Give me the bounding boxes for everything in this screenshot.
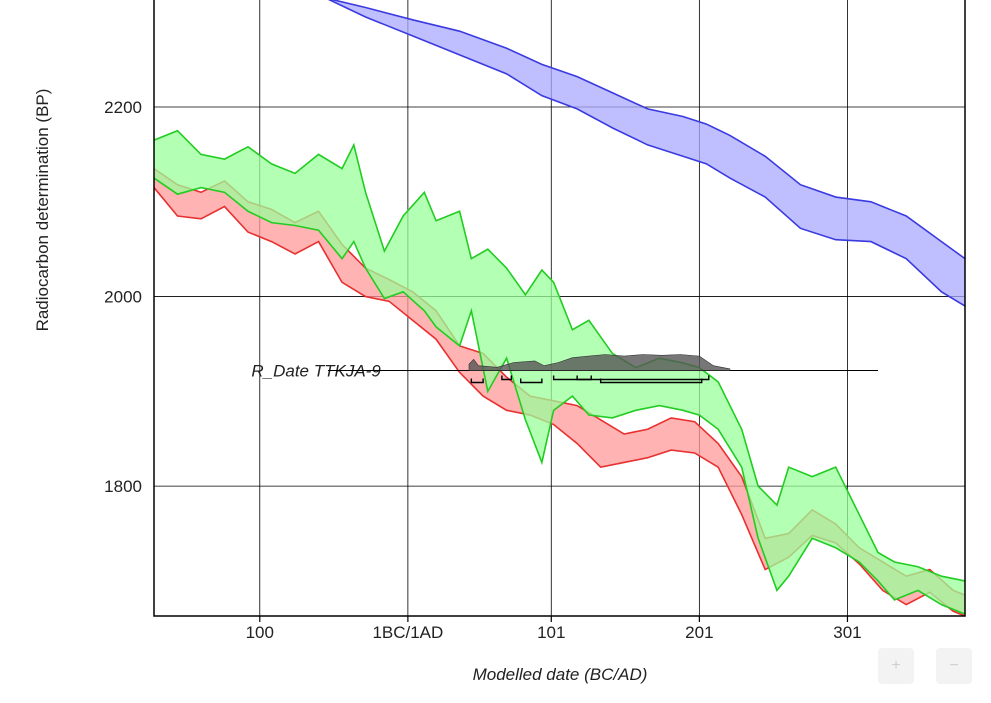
band-upper-edge-0 [330, 0, 966, 260]
range-bracket [470, 378, 484, 384]
y-tick-label: 2200 [104, 98, 142, 117]
x-tick-label: 201 [685, 623, 713, 642]
band-fill-1 [154, 168, 965, 616]
annotation-layer: R_Date TTKJA-9 [251, 354, 879, 384]
plot-frame [153, 0, 966, 617]
x-tick-label: 100 [246, 623, 274, 642]
x-axis-title: Modelled date (BC/AD) [473, 665, 648, 684]
y-tick-label: 2000 [104, 288, 142, 307]
bands-layer [153, 0, 966, 617]
annotation-label: R_Date TTKJA-9 [251, 362, 381, 381]
band-fill-2 [154, 130, 965, 615]
band-lower-edge-2 [153, 177, 966, 615]
range-bracket [501, 375, 513, 381]
x-tick-label: 301 [833, 623, 861, 642]
x-tick-label: 1BC/1AD [372, 623, 443, 642]
y-axis-title: Radiocarbon determination (BP) [33, 89, 52, 332]
y-tick-label: 1800 [104, 477, 142, 496]
zoom-in-button[interactable]: + [878, 648, 914, 684]
y-tick-labels: 1800 2000 2200 [104, 98, 142, 496]
x-tick-label: 101 [537, 623, 565, 642]
range-bracket [576, 375, 710, 381]
range-bracket [552, 375, 592, 381]
range-bracket [599, 378, 703, 384]
probability-distribution [468, 354, 731, 371]
zoom-out-button[interactable]: − [936, 648, 972, 684]
band-upper-edge-2 [153, 129, 966, 582]
x-tick-labels: 100 1BC/1AD 101 201 301 [246, 623, 862, 642]
range-bracket [520, 378, 543, 384]
band-lower-edge-0 [327, 0, 966, 307]
